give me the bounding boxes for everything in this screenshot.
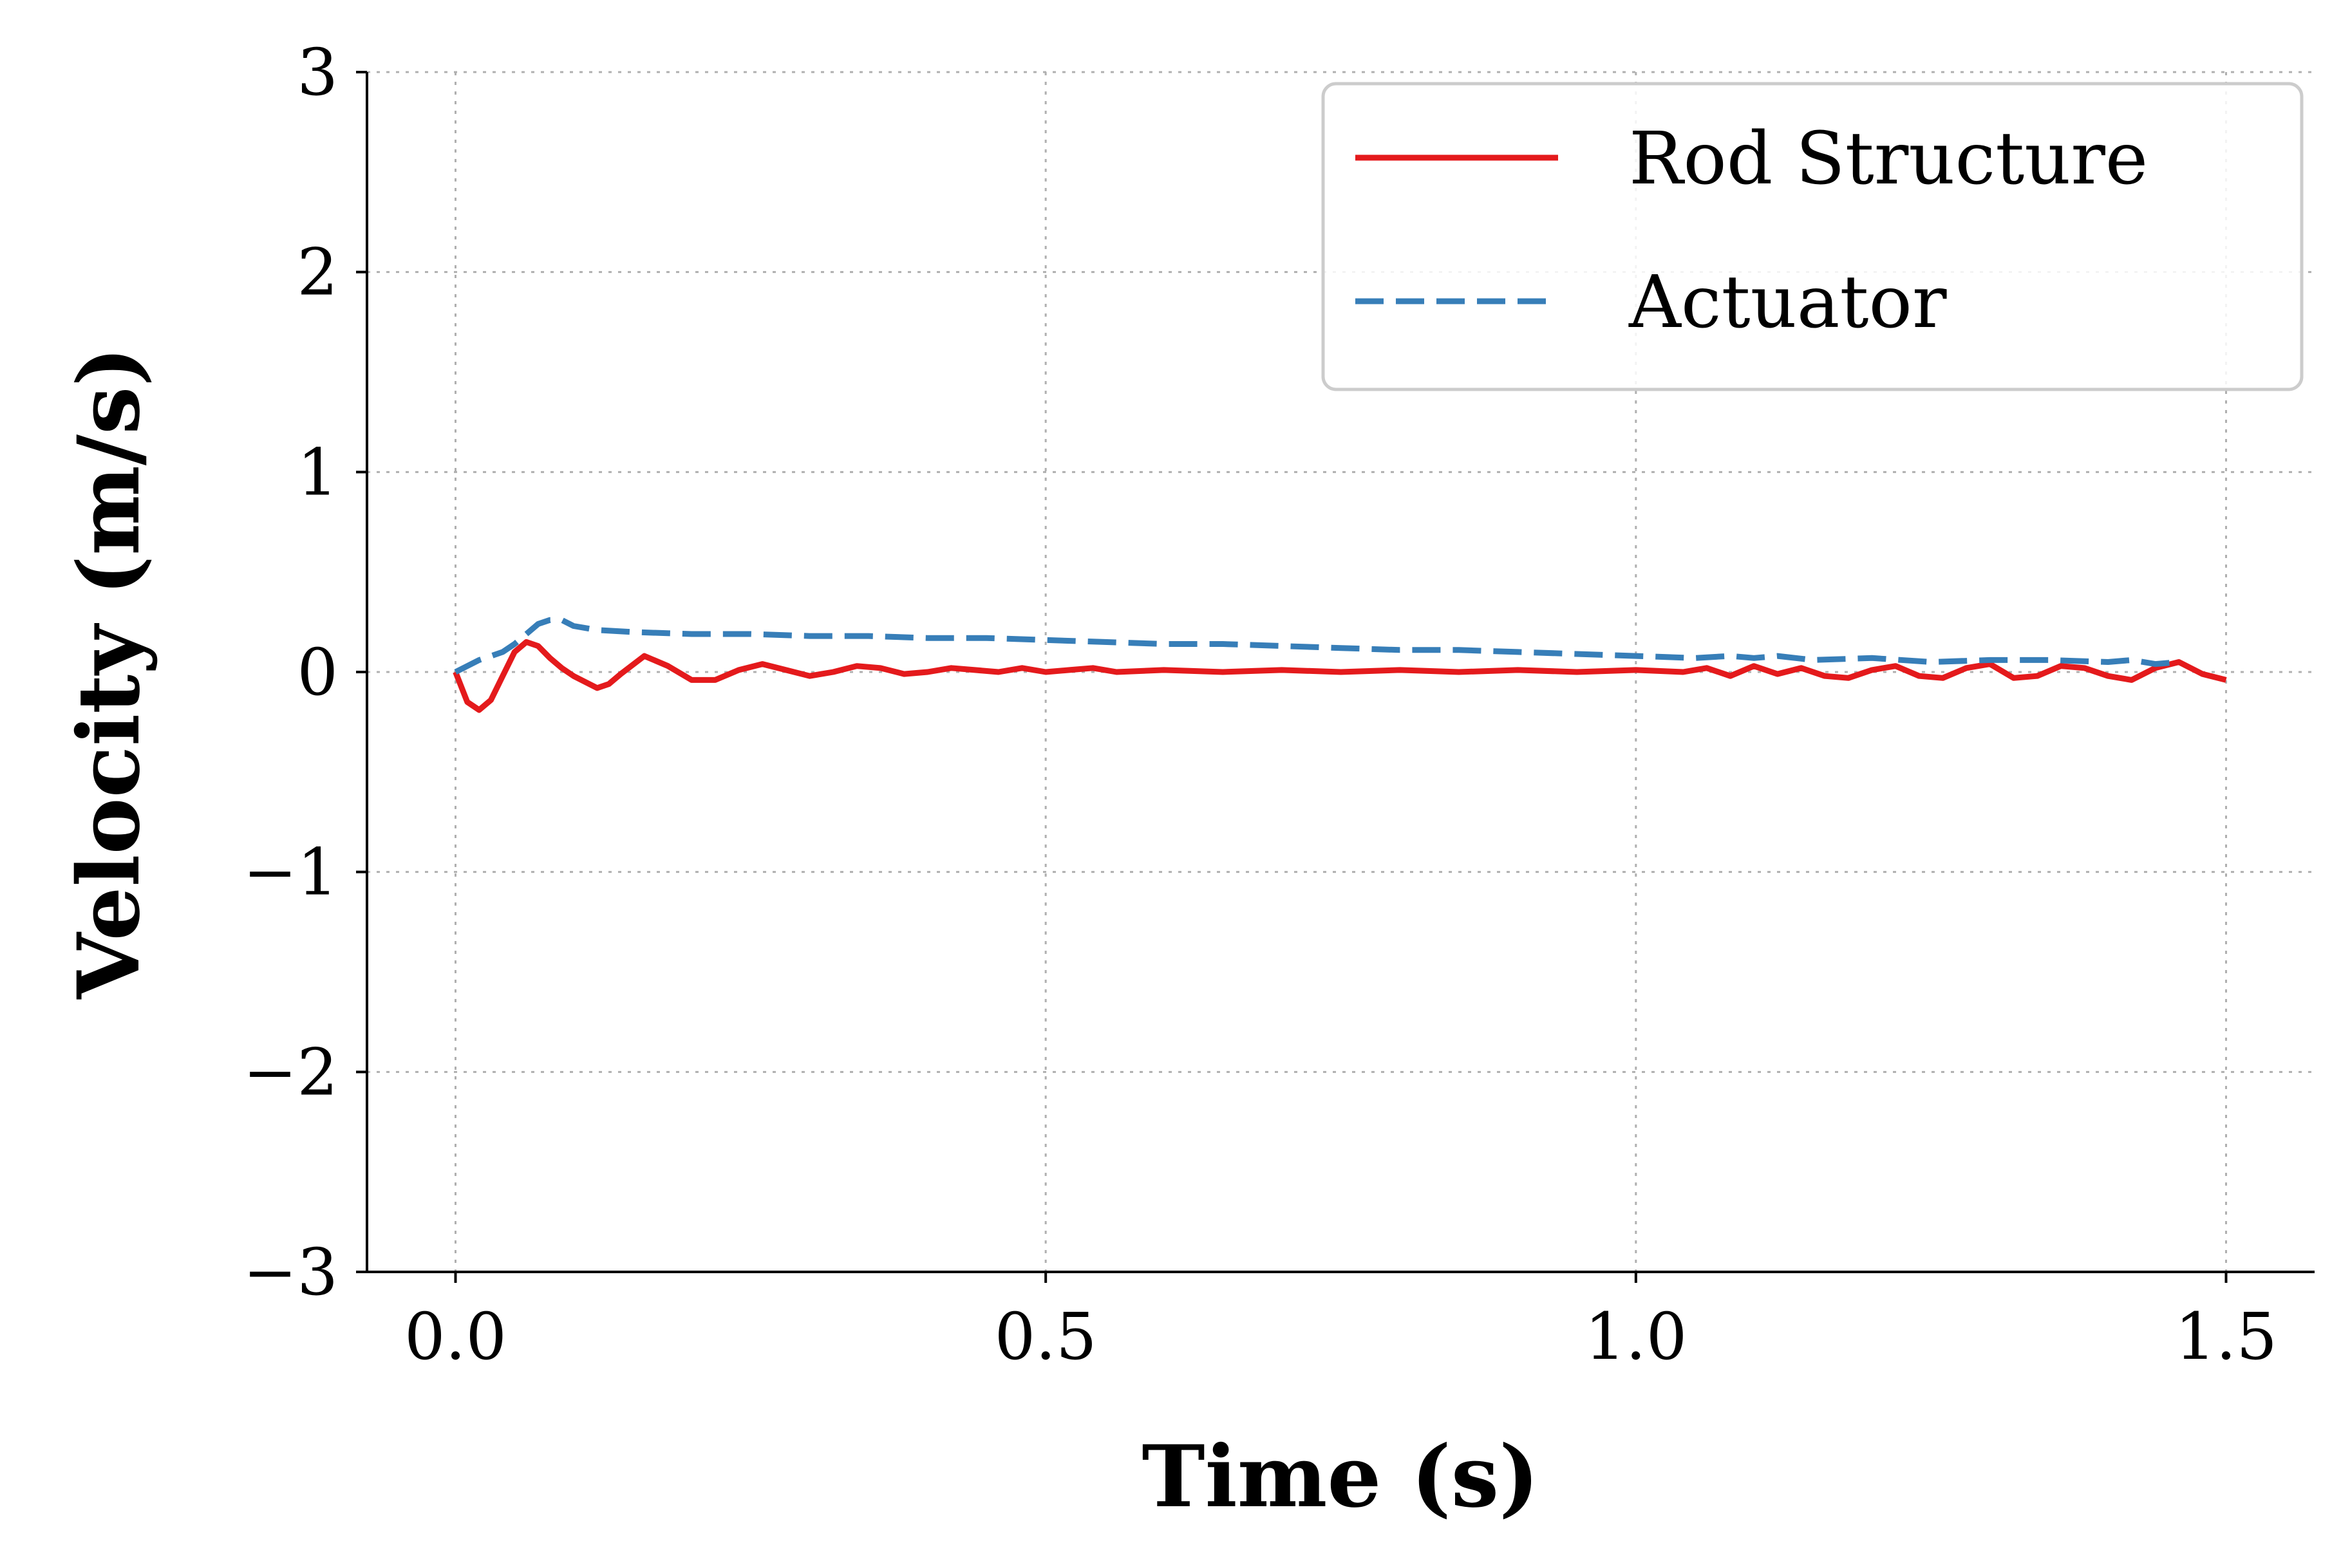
tick-marks xyxy=(356,71,2228,1283)
series-line-actuator xyxy=(454,617,2179,675)
y-tick-label: −2 xyxy=(243,1034,338,1110)
x-tick-label: 0.0 xyxy=(404,1299,507,1374)
y-tick-label: −3 xyxy=(243,1235,338,1310)
series-lines xyxy=(453,617,2227,713)
x-axis-title: Time (s) xyxy=(1142,1427,1539,1527)
legend-label-actuator: Actuator xyxy=(1628,261,1947,344)
y-tick-label: 0 xyxy=(297,635,338,710)
x-tick-label: 1.0 xyxy=(1584,1299,1687,1374)
x-tick-label: 1.5 xyxy=(2175,1299,2277,1374)
y-tick-label: 2 xyxy=(297,235,338,310)
series-line-rod-structure xyxy=(453,639,2227,713)
x-tick-label: 0.5 xyxy=(995,1299,1097,1374)
legend-box xyxy=(1321,82,2304,391)
y-axis-title: Velocity (m/s) xyxy=(59,346,159,1000)
legend-label-rod-structure: Rod Structure xyxy=(1629,117,2148,201)
y-tick-label: −1 xyxy=(243,835,338,910)
tick-labels: 0.0 0.5 1.0 1.5 −3 −2 −1 0 1 2 3 xyxy=(243,35,2277,1374)
legend: Rod Structure Actuator xyxy=(1321,82,2304,391)
y-tick-label: 3 xyxy=(297,35,338,110)
y-tick-label: 1 xyxy=(297,434,338,510)
